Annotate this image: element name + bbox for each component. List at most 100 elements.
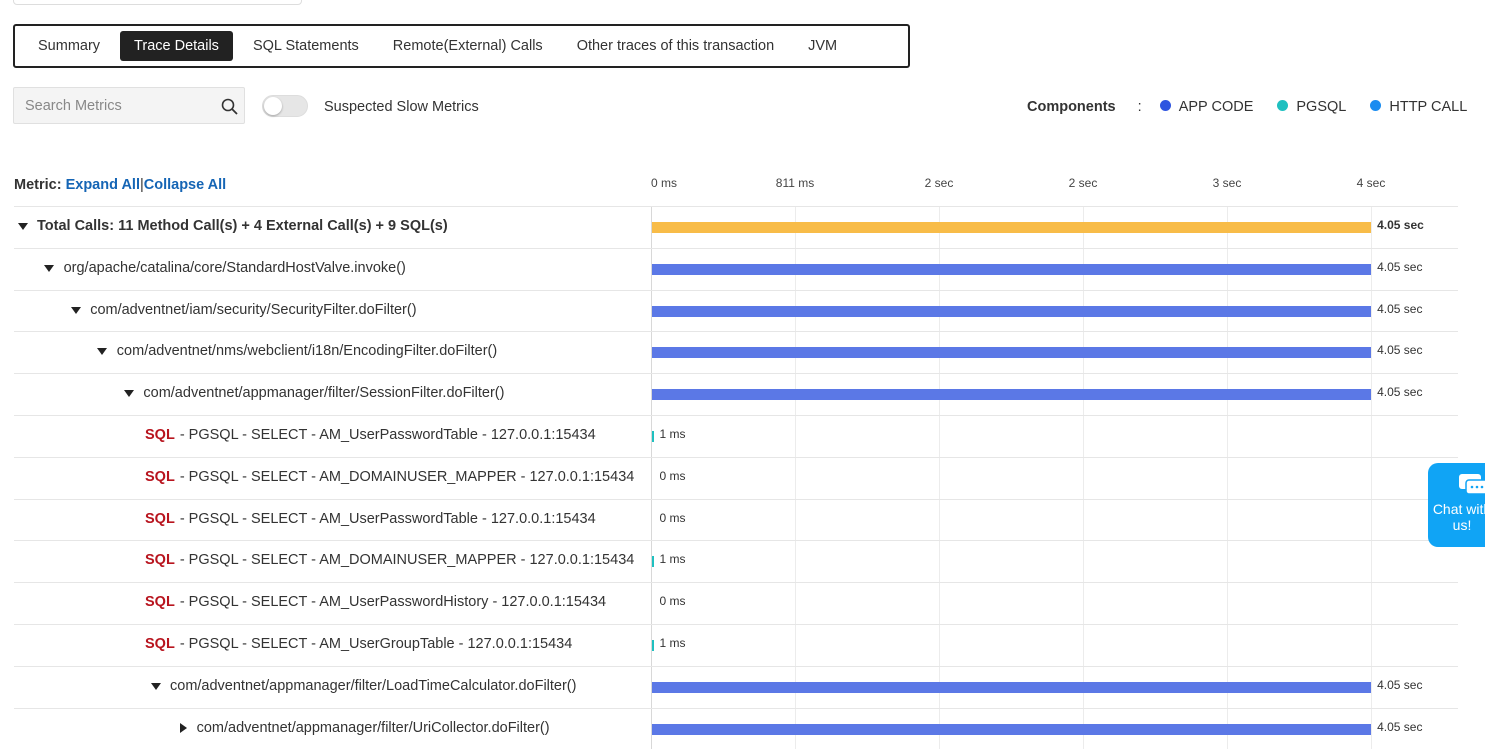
row-separator — [14, 456, 1458, 458]
chat-label: Chat with us! — [1432, 501, 1485, 533]
duration-bar — [652, 263, 1372, 275]
legend-separator: : — [1137, 99, 1142, 115]
duration-label: 4.05 sec — [1377, 259, 1423, 274]
time-tick-label: 3 sec — [1212, 176, 1242, 190]
collapse-all[interactable]: Collapse All — [143, 177, 227, 193]
row-name: - PGSQL - SELECT - AM_UserGroupTable - 1… — [179, 635, 573, 652]
row-name: com/adventnet/nms/webclient/i18n/Encodin… — [116, 343, 498, 360]
duration-label: 4.05 sec — [1377, 301, 1423, 316]
row-label: com/adventnet/appmanager/filter/UriColle… — [197, 720, 550, 736]
row-toggle[interactable] — [17, 222, 28, 230]
chat-icon — [1459, 474, 1485, 495]
legend-dot — [1159, 100, 1171, 111]
row-separator — [14, 498, 1458, 500]
row-label: SQL - PGSQL - SELECT - AM_UserPasswordTab… — [145, 427, 596, 443]
row-label: com/adventnet/appmanager/filter/LoadTime… — [170, 678, 576, 694]
duration-label: 1 ms — [659, 635, 686, 650]
duration-bar — [652, 681, 1372, 693]
row-separator — [14, 540, 1458, 542]
row-separator — [14, 206, 1458, 207]
tab[interactable]: Trace Details — [120, 31, 233, 61]
row-label: SQL - PGSQL - SELECT - AM_UserPasswordHis… — [145, 594, 606, 610]
duration-bar — [652, 556, 654, 568]
duration-label: 0 ms — [659, 510, 686, 525]
duration-label: 4.05 sec — [1377, 343, 1423, 358]
duration-bar — [652, 639, 654, 651]
duration-label: 0 ms — [659, 594, 686, 609]
row-separator — [14, 331, 1458, 333]
legend-label: APP CODE — [1178, 99, 1254, 115]
divider: | — [139, 177, 144, 193]
legend-label: HTTP CALL — [1389, 99, 1468, 115]
row-toggle[interactable] — [179, 723, 187, 733]
grid-line — [1227, 206, 1228, 749]
row-toggle[interactable] — [150, 682, 161, 690]
grid-line — [1371, 206, 1372, 749]
grid-line — [651, 206, 652, 749]
tab[interactable]: JVM — [808, 38, 838, 54]
sql-prefix: SQL — [145, 510, 175, 527]
sql-prefix: SQL — [145, 468, 175, 485]
row-name: - PGSQL - SELECT - AM_DOMAINUSER_MAPPER … — [179, 552, 635, 569]
row-name: org/apache/catalina/core/StandardHostVal… — [63, 259, 406, 276]
tab[interactable]: Remote(External) Calls — [392, 38, 543, 54]
slow-metrics-toggle[interactable] — [262, 95, 308, 117]
tab[interactable]: Summary — [38, 38, 101, 54]
row-toggle[interactable] — [44, 264, 55, 272]
row-name: Total Calls: 11 Method Call(s) + 4 Exter… — [37, 217, 448, 234]
legend-dot — [1277, 100, 1289, 111]
row-label: org/apache/catalina/core/StandardHostVal… — [64, 260, 406, 276]
row-toggle[interactable] — [97, 348, 108, 356]
row-toggle[interactable] — [123, 390, 134, 398]
row-name: com/adventnet/appmanager/filter/UriColle… — [196, 719, 550, 736]
duration-bar — [652, 430, 654, 442]
row-name: com/adventnet/appmanager/filter/LoadTime… — [170, 677, 577, 694]
row-label: SQL - PGSQL - SELECT - AM_DOMAINUSER_MAPP… — [145, 552, 634, 568]
legend-title: Components — [1027, 99, 1116, 115]
chat-widget[interactable]: Chat with us! — [1428, 463, 1485, 547]
sql-prefix: SQL — [145, 552, 175, 569]
search-icon — [221, 98, 238, 115]
tab-bar: Summary Trace Details SQL Statements Remote… — [13, 24, 910, 68]
row-separator — [14, 707, 1458, 709]
legend-dot — [1370, 100, 1382, 111]
time-tick-label: 2 sec — [1068, 176, 1098, 190]
row-label: SQL - PGSQL - SELECT - AM_UserPasswordTab… — [145, 511, 596, 527]
duration-label: 4.05 sec — [1377, 385, 1423, 400]
duration-label: 4.05 sec — [1377, 677, 1423, 692]
sql-prefix: SQL — [145, 635, 175, 652]
row-separator — [14, 624, 1458, 625]
duration-bar — [652, 723, 1372, 735]
tab[interactable]: SQL Statements — [252, 38, 359, 54]
duration-label: 1 ms — [659, 426, 686, 441]
sql-prefix: SQL — [145, 426, 175, 443]
duration-bar — [652, 347, 1372, 359]
row-label: com/adventnet/appmanager/filter/SessionF… — [143, 385, 504, 401]
row-label: Total Calls: 11 Method Call(s) + 4 Exter… — [37, 218, 448, 234]
row-name: - PGSQL - SELECT - AM_UserPasswordHistor… — [179, 594, 607, 611]
row-separator — [14, 373, 1458, 375]
duration-label: 1 ms — [659, 552, 686, 567]
expand-all[interactable]: Expand All — [65, 177, 140, 193]
row-label: com/adventnet/iam/security/SecurityFilte… — [90, 302, 416, 318]
tab[interactable]: Other traces of this transaction — [576, 38, 775, 54]
time-tick-label: 4 sec — [1356, 176, 1386, 190]
toggle-label: Suspected Slow Metrics — [324, 99, 479, 115]
row-separator — [14, 415, 1458, 416]
grid-line — [939, 206, 940, 749]
grid-line — [795, 206, 796, 749]
metric-header: Metric: Expand All|Collapse All — [14, 177, 226, 193]
search-placeholder: Search Metrics — [25, 98, 122, 114]
components-legend: Components : APP CODE PGSQL HTTP CALL — [1027, 99, 1467, 115]
sql-prefix: SQL — [145, 594, 175, 611]
row-toggle[interactable] — [70, 306, 81, 314]
time-tick-label: 2 sec — [924, 176, 954, 190]
row-separator — [14, 665, 1458, 667]
metric-label: Metric: — [14, 177, 62, 193]
duration-bar — [652, 221, 1372, 233]
top-dropdown[interactable] — [13, 0, 302, 5]
search-box[interactable]: Search Metrics — [13, 87, 245, 124]
duration-label: 4.05 sec — [1377, 719, 1423, 734]
